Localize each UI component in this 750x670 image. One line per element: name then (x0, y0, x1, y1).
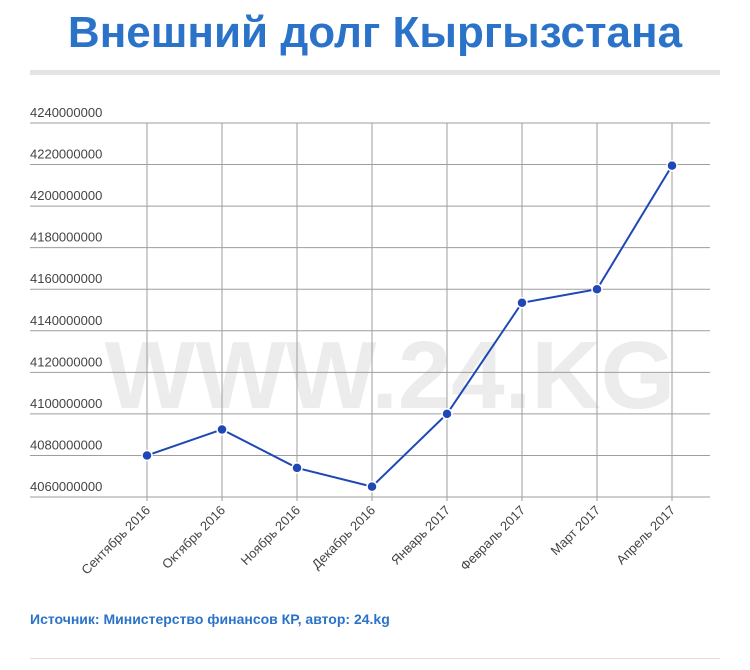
x-tick-label: Февраль 2017 (457, 503, 528, 574)
source-note: Источник: Министерство финансов КР, авто… (30, 611, 390, 627)
y-tick-label: 4080000000 (30, 437, 102, 452)
x-tick-label: Декабрь 2016 (309, 503, 378, 572)
series-line (146, 165, 673, 488)
data-point (666, 159, 678, 172)
x-tick-label: Октябрь 2016 (159, 503, 228, 572)
y-tick-label: 4160000000 (30, 271, 102, 286)
bottom-divider (30, 658, 720, 659)
data-point (591, 283, 603, 295)
y-tick-label: 4200000000 (30, 188, 102, 203)
x-tick-label: Март 2017 (548, 503, 604, 559)
data-point (141, 449, 153, 462)
x-tick-label: Январь 2017 (388, 503, 453, 568)
line-chart: WWW.24.KG 4060000000 4080000000 4100000000 4… (30, 105, 710, 578)
y-tick-label: 4100000000 (30, 396, 102, 411)
data-point (366, 480, 378, 493)
data-point (516, 296, 528, 309)
y-tick-label: 4220000000 (30, 147, 102, 162)
x-tick-label: Сентябрь 2016 (78, 503, 153, 578)
y-tick-label: 4060000000 (30, 479, 102, 494)
y-tick-label: 4140000000 (30, 313, 102, 328)
y-tick-label: 4120000000 (30, 354, 102, 369)
page-title: Внешний долг Кыргызстана (67, 8, 683, 57)
x-tick-label: Ноябрь 2016 (238, 503, 304, 569)
data-point (291, 462, 303, 474)
y-tick-label: 4180000000 (30, 230, 102, 245)
y-tick-label: 4240000000 (30, 105, 102, 120)
data-point (216, 423, 228, 436)
data-point (441, 408, 453, 420)
x-tick-label: Апрель 2017 (613, 503, 678, 568)
watermark: WWW.24.KG (105, 322, 676, 429)
title-divider (30, 70, 720, 75)
